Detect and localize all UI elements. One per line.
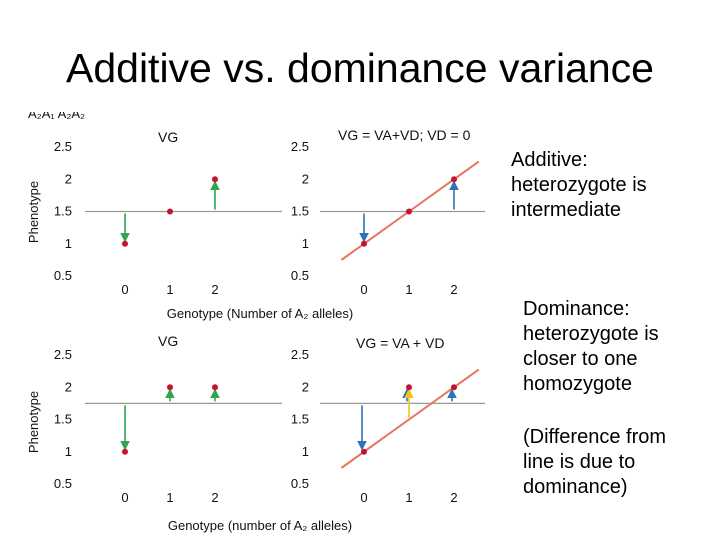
additive-right-xtick-1: 1 (405, 282, 412, 297)
dominance-text: Dominance: heterozygote is closer to one… (523, 297, 659, 397)
additive-left-ytick-0: 0.5 (54, 268, 72, 283)
vg-label-top: VG (158, 129, 178, 145)
dominance-right-point-0 (361, 448, 367, 455)
additive-right-point-2 (451, 176, 457, 183)
ylabel-top: Phenotype (26, 181, 41, 243)
additive-line-1: Additive: (511, 149, 588, 171)
dominance-line-3: closer to one (523, 348, 638, 370)
dominance-left-xtick-1: 1 (166, 490, 173, 505)
dominance-left-point-0 (122, 448, 128, 455)
dominance-left-point-2 (212, 384, 218, 391)
note-line-3: dominance) (523, 476, 628, 498)
dominance-left-ytick-3: 2 (65, 379, 72, 394)
dominance-line-4: homozygote (523, 373, 632, 395)
additive-left-xtick-0: 0 (121, 282, 128, 297)
dominance-left-xtick-0: 0 (121, 490, 128, 505)
additive-left-point-0 (122, 240, 128, 247)
additive-left-ytick-1: 1 (65, 236, 72, 251)
additive-left-ytick-3: 2 (65, 171, 72, 186)
additive-line-2: heterozygote is (511, 174, 647, 196)
dominance-right-point-1 (406, 384, 412, 391)
additive-left-point-1 (167, 208, 173, 215)
additive-left-xtick-2: 2 (211, 282, 218, 297)
dominance-left-ytick-2: 1.5 (54, 412, 72, 427)
dominance-right-ytick-0: 0.5 (291, 476, 309, 491)
plot-panels: 0.5 1 1.5 2 2.5 0 1 2 0.5 1 1.5 2 2.5 0 1 2 0.5 1 1.5 2 2.5 0… (54, 139, 485, 505)
additive-text: Additive: heterozygote is intermediate (511, 148, 647, 223)
xlabel-top: Genotype (Number of A₂ alleles) (167, 306, 353, 321)
additive-right-ytick-3: 2 (302, 171, 309, 186)
xlabel-bottom: Genotype (number of A₂ alleles) (168, 518, 352, 533)
dominance-line-2: heterozygote is (523, 323, 659, 345)
vg-label-bottom: VG (158, 333, 178, 349)
clipped-caption: A₂A₁ A₂A₂ (28, 112, 85, 121)
additive-left-xtick-1: 1 (166, 282, 173, 297)
additive-right-point-0 (361, 240, 367, 247)
dominance-left-ytick-0: 0.5 (54, 476, 72, 491)
dominance-equation: VG = VA + VD (356, 335, 444, 351)
additive-right-point-1 (406, 208, 412, 215)
additive-right-ytick-1: 1 (302, 236, 309, 251)
additive-left-point-2 (212, 176, 218, 183)
dominance-right-xtick-1: 1 (405, 490, 412, 505)
variance-figure: A₂A₁ A₂A₂ Phenotype Phenotype Genotype (… (26, 112, 485, 533)
additive-equation: VG = VA+VD; VD = 0 (338, 127, 471, 143)
dominance-left-point-1 (167, 384, 173, 391)
dominance-line-1: Dominance: (523, 298, 630, 320)
dominance-right-ytick-1: 1 (302, 444, 309, 459)
dominance-right-xtick-0: 0 (360, 490, 367, 505)
additive-line-3: intermediate (511, 199, 622, 221)
slide-title: Additive vs. dominance variance (66, 45, 654, 91)
additive-right-ytick-2: 1.5 (291, 204, 309, 219)
dominance-left-ytick-4: 2.5 (54, 347, 72, 362)
dominance-note: (Difference from line is due to dominanc… (523, 425, 666, 500)
additive-right-xtick-2: 2 (450, 282, 457, 297)
note-line-2: line is due to (523, 451, 636, 473)
dominance-left-ytick-1: 1 (65, 444, 72, 459)
additive-left-ytick-2: 1.5 (54, 204, 72, 219)
dominance-left-xtick-2: 2 (211, 490, 218, 505)
dominance-right-ytick-2: 1.5 (291, 412, 309, 427)
note-line-1: (Difference from (523, 426, 667, 448)
dominance-right-xtick-2: 2 (450, 490, 457, 505)
additive-right-ytick-4: 2.5 (291, 139, 309, 154)
dominance-right-ytick-3: 2 (302, 379, 309, 394)
additive-right-ytick-0: 0.5 (291, 268, 309, 283)
dominance-right-ytick-4: 2.5 (291, 347, 309, 362)
dominance-right-point-2 (451, 384, 457, 391)
additive-right-xtick-0: 0 (360, 282, 367, 297)
additive-left-ytick-4: 2.5 (54, 139, 72, 154)
ylabel-bottom: Phenotype (26, 391, 41, 453)
